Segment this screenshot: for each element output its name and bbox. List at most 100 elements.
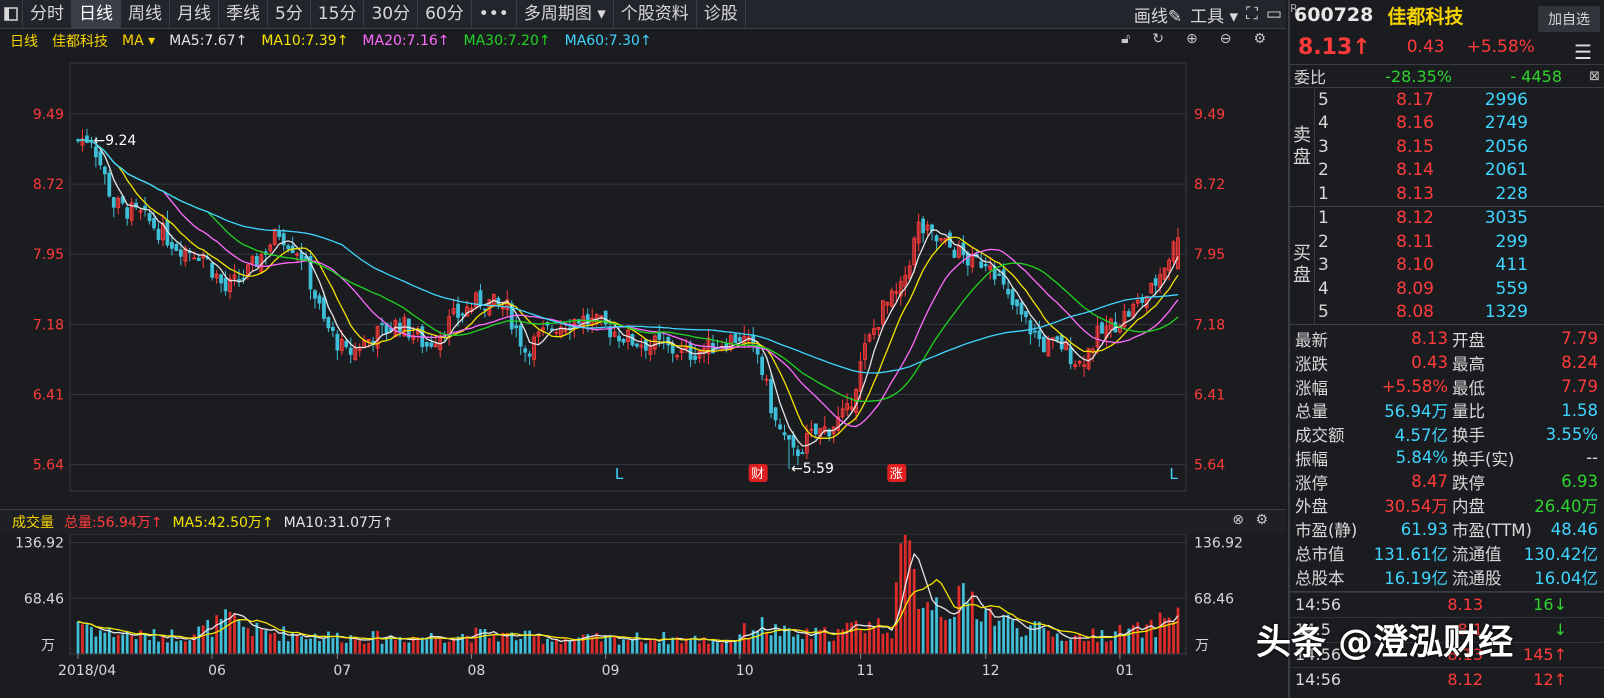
candle-body	[330, 326, 335, 331]
x-tick-label: 01	[1116, 663, 1134, 679]
lock-icon[interactable]: 🔓︎	[1121, 31, 1131, 47]
tab-stock-profile[interactable]: 个股资料	[614, 0, 697, 28]
candle-body	[1041, 336, 1046, 353]
tab-intraday[interactable]: 分时	[23, 0, 72, 28]
tick-price: 8.13	[1447, 595, 1483, 615]
multi-period-dropdown[interactable]: 多周期图 ▾	[517, 0, 614, 28]
candle-body	[867, 334, 872, 342]
volume-total: 总量:56.94万↑	[64, 515, 163, 531]
add-watchlist-button[interactable]: 加自选	[1538, 6, 1600, 32]
candle-body	[644, 339, 648, 351]
volume-bar	[653, 638, 657, 654]
price-chart[interactable]: 9.49 9.49 8.72 8.72 7.95 7.95 7.18 7.18 6.41 6.41…	[0, 53, 1286, 495]
volume-bar	[765, 632, 768, 654]
volume-bar	[903, 535, 907, 654]
volume-bar	[1055, 633, 1059, 654]
sell-row: 1 8.13 228	[1290, 182, 1604, 206]
fullscreen-icon[interactable]: ⛶	[1246, 4, 1258, 24]
candle-body	[1162, 267, 1167, 280]
book-price: 8.08	[1396, 302, 1434, 323]
window-icon[interactable]: ▭	[1265, 4, 1282, 24]
volume-bar	[684, 638, 688, 654]
draw-line-button[interactable]: 画线✎	[1134, 2, 1182, 27]
candle-body	[1024, 311, 1028, 318]
candle-body	[804, 433, 809, 454]
tab-5min[interactable]: 5分	[268, 0, 311, 28]
candle-body	[1033, 330, 1037, 333]
candle-body	[460, 313, 465, 316]
volume-bar	[304, 639, 308, 654]
book-volume: 411	[1495, 255, 1528, 276]
volume-ma10-line	[77, 578, 1179, 642]
zoom-in-icon[interactable]: ⊕	[1185, 31, 1198, 47]
candle-body	[85, 135, 89, 143]
candle-body	[876, 326, 881, 331]
candle-body	[366, 338, 371, 342]
volume-bar	[854, 620, 858, 654]
expand-icon[interactable]: ⊠	[1589, 68, 1600, 84]
volume-bar	[103, 632, 107, 654]
level: 5	[1318, 89, 1329, 110]
volume-bar	[626, 640, 630, 654]
refresh-icon[interactable]: ↻	[1152, 31, 1164, 47]
volume-bar	[1060, 640, 1064, 654]
volume-bar	[1087, 640, 1090, 654]
volume-bar	[1118, 624, 1122, 654]
tab-diagnosis[interactable]: 诊股	[697, 0, 746, 28]
volume-bar	[1024, 635, 1028, 654]
x-tick-label: 2018/04	[58, 663, 116, 679]
candle-body	[997, 273, 1002, 276]
candle-body	[147, 213, 152, 222]
volume-bar	[335, 632, 339, 654]
tab-weekly[interactable]: 周线	[121, 0, 170, 28]
volume-bar	[183, 641, 187, 654]
candle-body	[210, 262, 215, 278]
price-tick-left: 6.41	[33, 387, 64, 403]
tab-60min[interactable]: 60分	[418, 0, 472, 28]
candle-body	[652, 335, 657, 350]
volume-bar	[452, 638, 455, 654]
tab-monthly[interactable]: 月线	[170, 0, 219, 28]
volume-bar	[1078, 633, 1082, 654]
indicator-dropdown[interactable]: MA ▾	[122, 33, 156, 49]
candle-body	[787, 435, 791, 440]
menu-icon[interactable]: ☰	[1574, 40, 1592, 64]
candle-body	[836, 416, 841, 431]
volume-gear-icon[interactable]: ⚙	[1255, 512, 1268, 528]
panel-toggle-icon[interactable]	[0, 0, 23, 28]
volume-bar	[107, 627, 111, 654]
x-tick-label: 07	[333, 663, 351, 679]
stat-key: 涨跌	[1295, 354, 1328, 374]
volume-bar	[599, 641, 603, 654]
stat-key: 内盘	[1452, 497, 1485, 517]
volume-bar	[930, 610, 934, 654]
more-periods-button[interactable]: •••	[472, 0, 517, 28]
volume-bar	[1046, 630, 1050, 654]
tab-daily[interactable]: 日线	[72, 0, 121, 28]
volume-bar	[152, 629, 156, 654]
buy-row: 5 8.08 1329	[1290, 301, 1604, 325]
volume-bar	[975, 619, 979, 654]
ma20-line	[77, 139, 1179, 428]
candle-body	[277, 229, 282, 237]
price-row: 8.13↑ 0.43 +5.58% ☰	[1290, 30, 1604, 65]
volume-bar	[1038, 621, 1041, 654]
gear-icon[interactable]: ⚙	[1253, 31, 1266, 47]
candle-body	[94, 146, 98, 158]
tick-time: 14:56	[1295, 595, 1342, 615]
tab-15min[interactable]: 15分	[311, 0, 365, 28]
close-icon[interactable]: ⊗	[1232, 512, 1244, 528]
stat-value: 26.40万	[1534, 497, 1598, 517]
volume-bar	[769, 635, 773, 654]
tools-dropdown[interactable]: 工具 ▾	[1190, 6, 1239, 27]
volume-bar	[1176, 607, 1180, 654]
volume-bar	[1167, 617, 1171, 654]
tick-volume: 145↑	[1523, 645, 1567, 665]
volume-bar	[1091, 628, 1095, 654]
tab-quarterly[interactable]: 季线	[219, 0, 268, 28]
zoom-out-icon[interactable]: ⊖	[1219, 31, 1232, 47]
candle-body	[796, 449, 800, 456]
event-marker: L	[1169, 465, 1178, 483]
tab-30min[interactable]: 30分	[364, 0, 419, 28]
